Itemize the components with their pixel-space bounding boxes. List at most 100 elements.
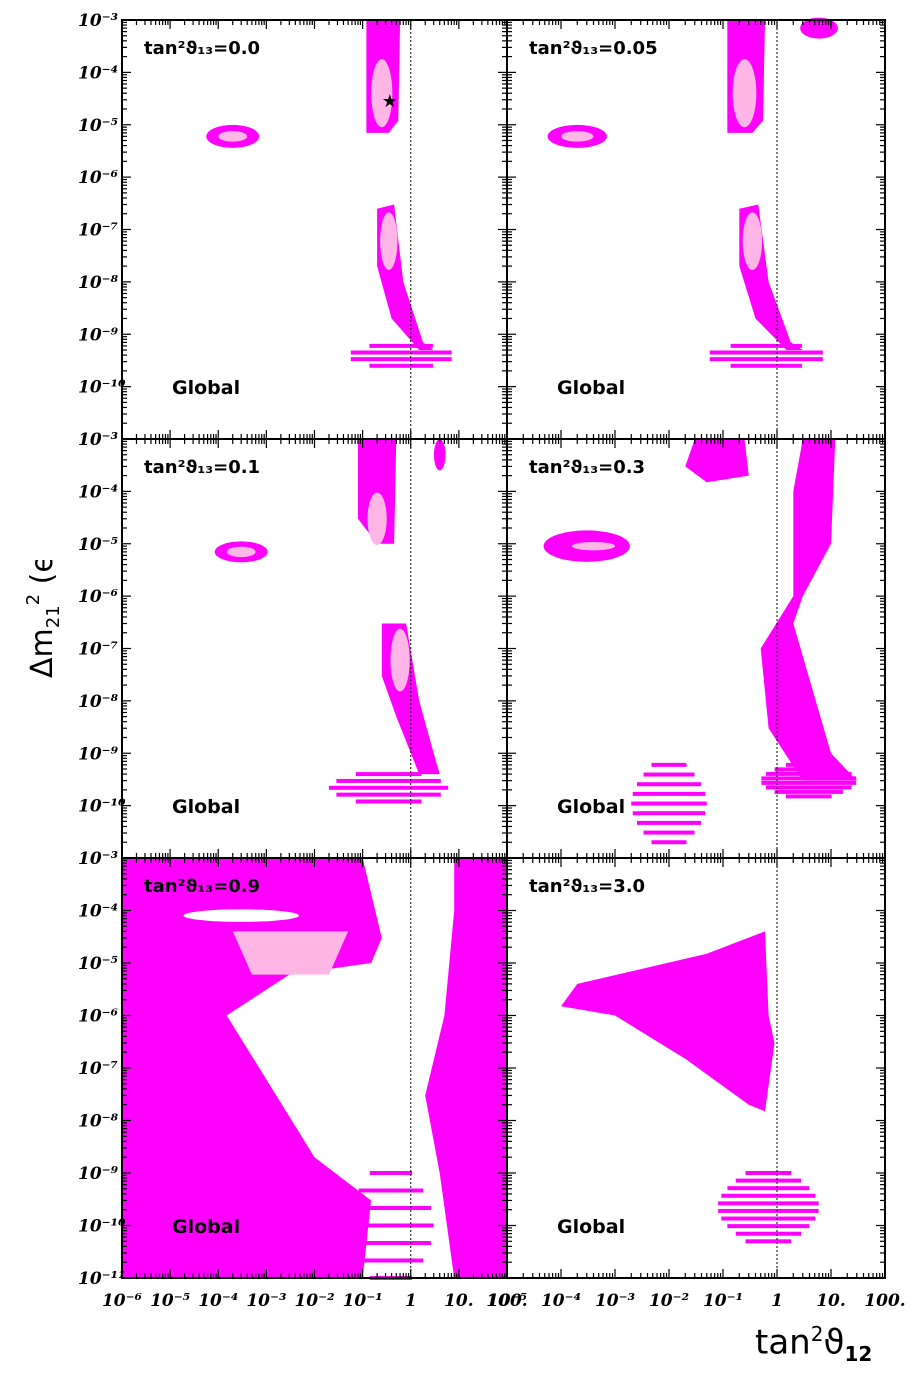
panel-1-best-fit-star: ★ — [382, 91, 398, 112]
y-tick-label: 10⁻⁴ — [78, 482, 118, 502]
x-tick-label-right: 10⁻⁴ — [541, 1291, 581, 1311]
y-tick-label: 10⁻⁸ — [78, 1112, 119, 1132]
panel-6-vac-stripe — [718, 1201, 819, 1206]
y-tick-label: 10⁻¹⁰ — [78, 378, 126, 398]
panel-3-vac-stripe — [328, 785, 449, 790]
panel-3-lma-side — [433, 439, 446, 471]
svg-text:Δm212 (eV2): Δm212 (eV2) — [23, 560, 60, 678]
x-tick-label-left: 100. — [486, 1291, 527, 1311]
panel-5-title: tan²ϑ₁₃=0.9 — [144, 876, 260, 897]
panel-6-frame — [506, 857, 886, 1279]
panel-2-global-label: Global — [557, 377, 625, 399]
panel-4-lma-region — [685, 439, 749, 483]
panel-2-vac-stripe — [709, 357, 823, 362]
x-tick-label-right: 10. — [816, 1291, 846, 1311]
panel-2-title: tan²ϑ₁₃=0.05 — [529, 38, 658, 59]
panel-6-title: tan²ϑ₁₃=3.0 — [529, 876, 645, 897]
panel-6-vac-stripe — [735, 1231, 802, 1236]
panel-6-global-label: Global — [557, 1216, 625, 1238]
panel-6-region — [561, 931, 775, 1112]
x-tick-label-left: 10⁻² — [294, 1291, 334, 1311]
panel-2-vac-stripe — [709, 350, 823, 355]
y-tick-label: 10⁻¹⁰ — [78, 1217, 126, 1237]
panel-3-vac-stripe — [336, 792, 441, 797]
y-tick-label: 10⁻⁶ — [78, 1007, 118, 1027]
panel-4-vac-stripe-left — [636, 782, 702, 787]
y-tick-label: 10⁻³ — [78, 849, 118, 869]
y-tick-label: 10⁻⁹ — [78, 325, 119, 345]
panel-4-vac-stripe — [785, 762, 832, 767]
panel-5-hole — [183, 909, 299, 922]
panel-1-sma-core — [218, 131, 248, 142]
y-tick-label: 10⁻⁷ — [78, 640, 118, 660]
panel-4-vac-stripe — [774, 789, 843, 794]
x-tick-label-left: 1 — [405, 1291, 417, 1311]
y-tick-label: 10⁻⁵ — [78, 954, 118, 974]
x-tick-label-left: 10⁻⁶ — [102, 1291, 142, 1311]
panel-3-lma-core — [367, 492, 387, 545]
y-tick-label: 10⁻¹⁰ — [78, 797, 126, 817]
panel-5-core — [232, 931, 349, 975]
panel-6-vac-stripe — [745, 1171, 792, 1175]
panel-1-title: tan²ϑ₁₃=0.0 — [144, 38, 260, 59]
y-tick-label: 10⁻⁶ — [78, 587, 118, 607]
panel-5-vac-stripe — [348, 1223, 434, 1228]
y-tick-label: 10⁻³ — [78, 430, 118, 450]
x-tick-label-right: 10⁻² — [649, 1291, 689, 1311]
y-axis-label: Δm212 (eV2) — [23, 560, 60, 678]
panel-4-vac-stripe — [774, 767, 843, 772]
x-tick-label-left: 10⁻¹ — [343, 1291, 383, 1311]
x-tick-label-left: 10⁻⁴ — [198, 1291, 238, 1311]
panel-1-vac-stripe — [369, 343, 433, 348]
panel-4-vac-stripe-left — [643, 830, 695, 835]
y-tick-label: 10⁻⁹ — [78, 744, 119, 764]
panel-3-sma-core — [226, 546, 256, 558]
panel-4-title: tan²ϑ₁₃=0.3 — [529, 457, 645, 478]
y-tick-label: 10⁻⁶ — [78, 168, 118, 188]
panel-6-vac-stripe — [718, 1208, 819, 1213]
y-tick-label: 10⁻⁵ — [78, 535, 118, 555]
panel-5-vac-stripe — [350, 1241, 431, 1245]
panel-4-vac-stripe — [785, 794, 832, 799]
panel-3-low-core — [390, 628, 410, 692]
panel-4-vac-stripe-left — [643, 772, 695, 777]
panel-4-vac-stripe — [761, 780, 857, 785]
panel-6-vac-stripe — [721, 1193, 816, 1198]
panel-4-vac-stripe-left — [631, 801, 707, 806]
x-tick-label-left: 10⁻⁵ — [150, 1291, 190, 1311]
y-tick-label: 10⁻³ — [78, 11, 118, 31]
panel-6-vac-stripe — [735, 1178, 802, 1183]
x-tick-label-right: 10⁻³ — [595, 1291, 635, 1311]
panel-3-vac-stripe — [355, 799, 422, 804]
panel-4-vac-stripe-left — [632, 791, 706, 796]
panel-2-lma-core — [732, 59, 757, 128]
y-tick-label: 10⁻⁹ — [78, 1164, 119, 1184]
panel-2-low-core — [742, 212, 763, 270]
x-tick-label-right: 10⁻¹ — [703, 1291, 743, 1311]
panel-6-vac-stripe — [727, 1224, 810, 1229]
y-tick-label: 10⁻⁴ — [78, 63, 118, 83]
y-tick-label: 10⁻⁸ — [78, 692, 119, 712]
panel-3-vac-stripe — [355, 772, 422, 777]
panel-1-low-core — [380, 212, 398, 270]
panel-4-sma-core — [571, 541, 616, 551]
x-tick-label-left: 10⁻³ — [246, 1291, 286, 1311]
x-tick-label-right: 1 — [771, 1291, 783, 1311]
panel-2-vac-stripe — [730, 363, 802, 368]
x-axis-label: tan2ϑ12 — [755, 1322, 873, 1367]
panel-5-vac-stripe — [350, 1206, 431, 1210]
panel-1-vac-stripe — [350, 357, 452, 362]
panel-4-global-label: Global — [557, 796, 625, 818]
x-tick-label-left: 10. — [444, 1291, 474, 1311]
panel-5-vac-stripe — [358, 1188, 424, 1193]
y-tick-label: 10⁻⁸ — [78, 273, 119, 293]
panel-3-global-label: Global — [172, 796, 240, 818]
panel-5-global-label: Global — [172, 1216, 240, 1238]
panel-6-vac-stripe — [727, 1186, 810, 1191]
x-tick-label-right: 10⁻⁵ — [487, 1291, 527, 1311]
panel-5-vac-stripe — [369, 1171, 413, 1175]
panel-1-global-label: Global — [172, 377, 240, 399]
panel-3-vac-stripe — [336, 778, 441, 783]
panel-4-vac-stripe — [761, 776, 857, 781]
panel-4-vac-stripe-left — [651, 840, 687, 845]
